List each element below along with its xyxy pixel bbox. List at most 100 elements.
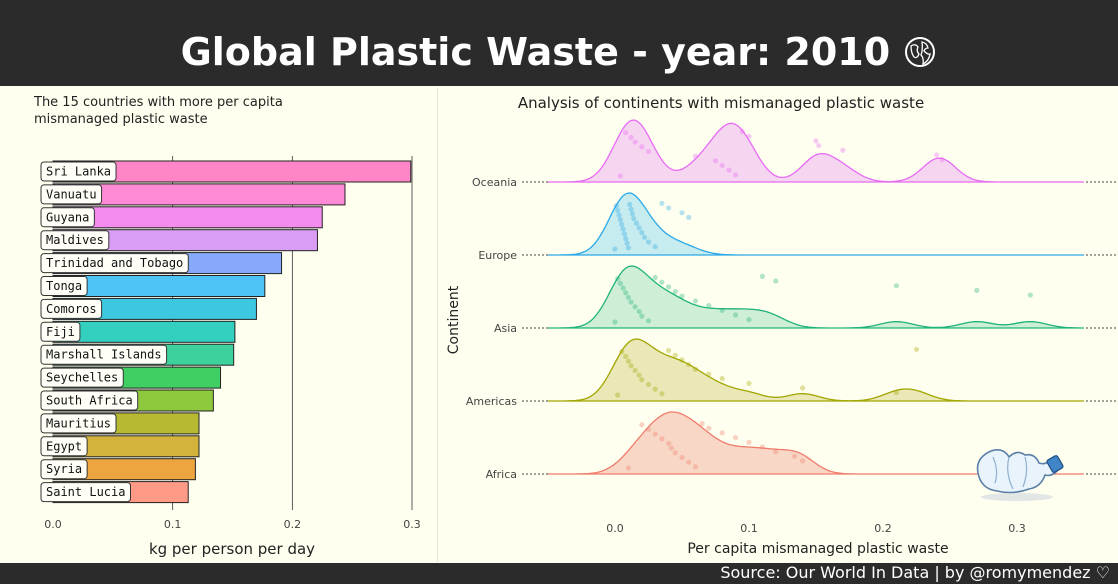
- ridge-x-tick: 0.2: [874, 522, 892, 535]
- bar-x-tick: 0.0: [44, 518, 62, 531]
- ridge-point: [639, 144, 645, 150]
- ridge-point: [733, 172, 739, 178]
- ridge-point: [632, 367, 638, 374]
- footer-bar: Source: Our World In Data | by @romymend…: [0, 563, 1118, 584]
- ridge-point: [617, 280, 623, 286]
- ridge-point: [659, 436, 665, 442]
- bar-label-box: Maldives: [40, 230, 110, 251]
- ridge-point: [686, 459, 692, 465]
- bar-label-box: Vanuatu: [40, 184, 103, 205]
- bar-label-box: Saint Lucia: [40, 482, 131, 503]
- ridge-point: [652, 386, 658, 392]
- bar-label-bg: [40, 161, 117, 182]
- ridgeline-chart-xlabel: Per capita mismanaged plastic waste: [687, 541, 948, 557]
- bar-label-box: Trinidad and Tobago: [40, 253, 189, 274]
- bar-label-box: Marshall Islands: [40, 344, 168, 365]
- ridge-point: [636, 225, 642, 231]
- ridge-area: [548, 119, 1084, 183]
- ridge-x-tick: 0.0: [606, 522, 624, 535]
- ridgeline-chart-title: Analysis of continents with mismanaged p…: [518, 94, 924, 112]
- ridge-point: [645, 148, 652, 155]
- ridge-point: [679, 454, 685, 461]
- ridge-point: [726, 167, 732, 173]
- bar-label-bg: [40, 321, 81, 342]
- page-title-text: Global Plastic Waste - year: 2010: [180, 30, 891, 74]
- ridge-point: [706, 371, 712, 377]
- ridge-area: [548, 192, 1084, 256]
- ridge-point: [672, 450, 678, 456]
- ridge-point: [746, 380, 752, 386]
- ridge-point: [620, 226, 626, 232]
- ridge-point: [739, 128, 745, 135]
- ridge-point: [719, 307, 725, 313]
- ridge-point: [659, 279, 665, 285]
- bar-label-box: Guyana: [40, 207, 95, 228]
- ridge-point: [746, 439, 752, 445]
- ridge-point: [620, 285, 626, 291]
- ridge-point: [679, 357, 685, 363]
- ridge-x-tick: 0.3: [1008, 522, 1026, 535]
- ridge-point: [692, 464, 698, 470]
- bar-chart-xlabel: kg per person per day: [149, 540, 315, 558]
- bar-label-bg: [40, 207, 95, 228]
- ridge-point: [666, 284, 672, 290]
- ridge-point: [1027, 292, 1033, 298]
- ridge-point: [666, 347, 672, 354]
- ridge-point: [621, 231, 627, 237]
- ridge-point: [619, 221, 625, 228]
- ridge-point: [816, 142, 822, 149]
- source-text: Source: Our World In Data | by @romymend…: [720, 563, 1091, 582]
- bar-label-box: Fiji: [40, 321, 81, 342]
- ridge-point: [631, 215, 637, 222]
- bar-label-box: Egypt: [40, 436, 88, 457]
- ridge-point: [645, 318, 652, 324]
- bar-label-bg: [40, 344, 168, 365]
- ridge-y-label: Asia: [494, 322, 517, 335]
- bar-x-tick: 0.2: [284, 518, 302, 531]
- ridge-point: [612, 246, 618, 252]
- crushed-bottle-icon: [976, 449, 1064, 501]
- ridgeline-chart: Analysis of continents with mismanaged p…: [446, 94, 1118, 557]
- bar-label: Marshall Islands: [46, 348, 162, 362]
- ridge-point: [639, 377, 645, 383]
- ridge-point: [939, 157, 945, 163]
- bar-label-bg: [40, 184, 103, 205]
- bar-label: Guyana: [46, 210, 89, 224]
- ridge-y-label: Europe: [478, 249, 517, 262]
- ridge-point: [800, 458, 806, 464]
- ridge-point: [625, 465, 631, 471]
- ridge-point: [686, 214, 692, 220]
- bar-label-bg: [40, 298, 103, 319]
- bar-x-tick: 0.1: [164, 518, 182, 531]
- ridge-point: [652, 244, 658, 250]
- ridge-point: [692, 366, 698, 372]
- ridge-point: [652, 274, 658, 281]
- ridge-point: [746, 133, 752, 139]
- ridge-point: [624, 240, 630, 246]
- ridge-point: [615, 207, 621, 213]
- ridge-area: [548, 265, 1084, 329]
- page-title: Global Plastic Waste - year: 2010: [0, 30, 1118, 74]
- ridge-point: [934, 152, 940, 158]
- footer-source: Source: Our World In Data | by @romymend…: [720, 563, 1110, 582]
- ridge-point: [632, 139, 638, 145]
- ridge-point: [645, 239, 652, 245]
- bar-label-bg: [40, 276, 88, 296]
- ridge-point: [719, 430, 725, 436]
- ridge-point: [645, 426, 652, 432]
- ridge-point: [773, 278, 779, 284]
- ridge-point: [628, 206, 634, 212]
- ridge-y-label: Oceania: [472, 176, 517, 189]
- ridge-point: [629, 211, 636, 217]
- ridge-point: [791, 453, 798, 459]
- ridge-point: [679, 293, 685, 299]
- ridge-y-label: Africa: [486, 468, 517, 481]
- ridge-point: [974, 287, 980, 293]
- ridge-point: [706, 303, 712, 309]
- bar-label: Tonga: [46, 279, 82, 293]
- bar-chart-title: The 15 countries with more per capita mis…: [33, 95, 283, 127]
- ridge-point: [759, 444, 765, 450]
- ridge-point: [636, 308, 642, 315]
- bar-label: Saint Lucia: [46, 485, 125, 499]
- ridge-point: [628, 299, 634, 305]
